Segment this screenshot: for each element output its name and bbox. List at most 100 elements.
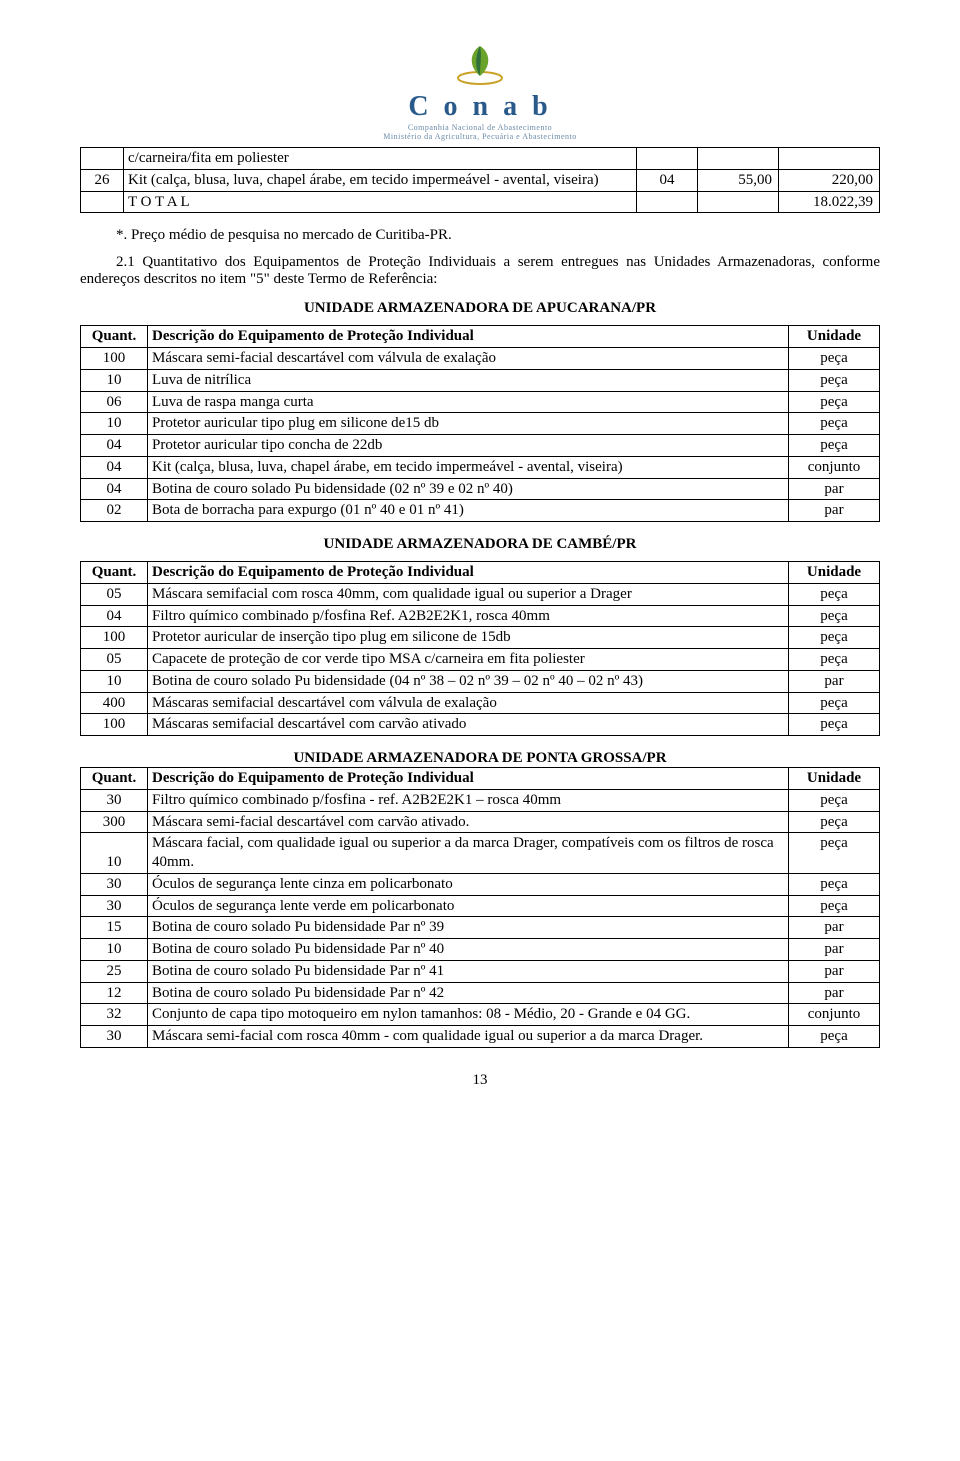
table-cell: [637, 191, 698, 213]
table-cell: par: [789, 917, 880, 939]
table-row: 10Máscara facial, com qualidade igual ou…: [81, 833, 880, 874]
table-cell: 30: [81, 789, 148, 811]
table-header-row: Quant.Descrição do Equipamento de Proteç…: [81, 326, 880, 348]
table-cell: par: [789, 939, 880, 961]
table-cell: [637, 148, 698, 170]
table-cell: peça: [789, 369, 880, 391]
table-cell: 04: [81, 478, 148, 500]
table-cell: peça: [789, 714, 880, 736]
equipment-table: Quant.Descrição do Equipamento de Proteç…: [80, 325, 880, 522]
table-cell: 15: [81, 917, 148, 939]
table-cell: 100: [81, 348, 148, 370]
column-header: Quant.: [81, 562, 148, 584]
table-row: 30Óculos de segurança lente verde em pol…: [81, 895, 880, 917]
table-cell: Capacete de proteção de cor verde tipo M…: [148, 649, 789, 671]
table-cell: Kit (calça, blusa, luva, chapel árabe, e…: [148, 456, 789, 478]
table-cell: c/carneira/fita em poliester: [124, 148, 637, 170]
table-cell: [698, 191, 779, 213]
table-cell: Máscaras semifacial descartável com carv…: [148, 714, 789, 736]
table-cell: 02: [81, 500, 148, 522]
brand-text: C o n a b: [80, 91, 880, 123]
table-cell: peça: [789, 435, 880, 457]
table-cell: Máscara facial, com qualidade igual ou s…: [148, 833, 789, 874]
table-cell: Máscara semi-facial com rosca 40mm - com…: [148, 1026, 789, 1048]
table-cell: 100: [81, 714, 148, 736]
table-cell: peça: [789, 692, 880, 714]
table-row: 30Máscara semi-facial com rosca 40mm - c…: [81, 1026, 880, 1048]
table-row: 30Óculos de segurança lente cinza em pol…: [81, 873, 880, 895]
table-cell: peça: [789, 895, 880, 917]
column-header: Quant.: [81, 768, 148, 790]
table-cell: peça: [789, 627, 880, 649]
table-cell: 10: [81, 413, 148, 435]
table-cell: par: [789, 960, 880, 982]
table-cell: [81, 148, 124, 170]
table-row: 100Protetor auricular de inserção tipo p…: [81, 627, 880, 649]
table-cell: 12: [81, 982, 148, 1004]
table-row: 06Luva de raspa manga curtapeça: [81, 391, 880, 413]
table-row: 02Bota de borracha para expurgo (01 nº 4…: [81, 500, 880, 522]
table-row: c/carneira/fita em poliester: [81, 148, 880, 170]
table-cell: 220,00: [779, 169, 880, 191]
table-cell: peça: [789, 789, 880, 811]
table-cell: Protetor auricular de inserção tipo plug…: [148, 627, 789, 649]
table-row: 04Kit (calça, blusa, luva, chapel árabe,…: [81, 456, 880, 478]
column-header: Quant.: [81, 326, 148, 348]
table-cell: Botina de couro solado Pu bidensidade Pa…: [148, 960, 789, 982]
table-cell: Conjunto de capa tipo motoqueiro em nylo…: [148, 1004, 789, 1026]
table-cell: 04: [81, 435, 148, 457]
table-cell: 30: [81, 1026, 148, 1048]
table-row: 300Máscara semi-facial descartável com c…: [81, 811, 880, 833]
table-cell: 400: [81, 692, 148, 714]
table-cell: 32: [81, 1004, 148, 1026]
table-cell: Protetor auricular tipo plug em silicone…: [148, 413, 789, 435]
table-cell: 30: [81, 873, 148, 895]
table-cell: 10: [81, 369, 148, 391]
conab-logo-icon: [452, 40, 508, 91]
table-cell: 04: [81, 605, 148, 627]
table-row: T O T A L18.022,39: [81, 191, 880, 213]
brand-subtitle-2: Ministério da Agricultura, Pecuária e Ab…: [80, 132, 880, 141]
table-cell: 10: [81, 670, 148, 692]
page-number: 13: [80, 1072, 880, 1089]
table-row: 10Protetor auricular tipo plug em silico…: [81, 413, 880, 435]
table-cell: Botina de couro solado Pu bidensidade Pa…: [148, 917, 789, 939]
column-header: Descrição do Equipamento de Proteção Ind…: [148, 768, 789, 790]
table-cell: par: [789, 982, 880, 1004]
table-cell: 05: [81, 649, 148, 671]
section-title: UNIDADE ARMAZENADORA DE CAMBÉ/PR: [80, 536, 880, 553]
table-cell: 04: [637, 169, 698, 191]
table-cell: Kit (calça, blusa, luva, chapel árabe, e…: [124, 169, 637, 191]
header-logo: C o n a b Companhia Nacional de Abasteci…: [80, 40, 880, 141]
table-cell: peça: [789, 649, 880, 671]
price-note: *. Preço médio de pesquisa no mercado de…: [80, 227, 880, 244]
section-title: UNIDADE ARMAZENADORA DE APUCARANA/PR: [80, 300, 880, 317]
table-cell: [81, 191, 124, 213]
table-cell: Botina de couro solado Pu bidensidade Pa…: [148, 939, 789, 961]
table-cell: peça: [789, 811, 880, 833]
table-cell: Luva de raspa manga curta: [148, 391, 789, 413]
column-header: Descrição do Equipamento de Proteção Ind…: [148, 326, 789, 348]
table-cell: T O T A L: [124, 191, 637, 213]
table-cell: peça: [789, 833, 880, 874]
table-cell: peça: [789, 348, 880, 370]
table-cell: peça: [789, 1026, 880, 1048]
table-cell: Botina de couro solado Pu bidensidade (0…: [148, 670, 789, 692]
table-cell: Protetor auricular tipo concha de 22db: [148, 435, 789, 457]
table-row: 12Botina de couro solado Pu bidensidade …: [81, 982, 880, 1004]
table-cell: 10: [81, 939, 148, 961]
intro-paragraph: 2.1 Quantitativo dos Equipamentos de Pro…: [80, 254, 880, 288]
table-row: 32Conjunto de capa tipo motoqueiro em ny…: [81, 1004, 880, 1026]
table-header-row: Quant.Descrição do Equipamento de Proteç…: [81, 562, 880, 584]
table-cell: par: [789, 478, 880, 500]
table-cell: Bota de borracha para expurgo (01 nº 40 …: [148, 500, 789, 522]
table-cell: 300: [81, 811, 148, 833]
column-header: Descrição do Equipamento de Proteção Ind…: [148, 562, 789, 584]
equipment-table: Quant.Descrição do Equipamento de Proteç…: [80, 561, 880, 736]
table-cell: [779, 148, 880, 170]
table-row: 25Botina de couro solado Pu bidensidade …: [81, 960, 880, 982]
table-cell: Máscaras semifacial descartável com válv…: [148, 692, 789, 714]
table-cell: 55,00: [698, 169, 779, 191]
table-cell: conjunto: [789, 1004, 880, 1026]
table-cell: Óculos de segurança lente verde em polic…: [148, 895, 789, 917]
